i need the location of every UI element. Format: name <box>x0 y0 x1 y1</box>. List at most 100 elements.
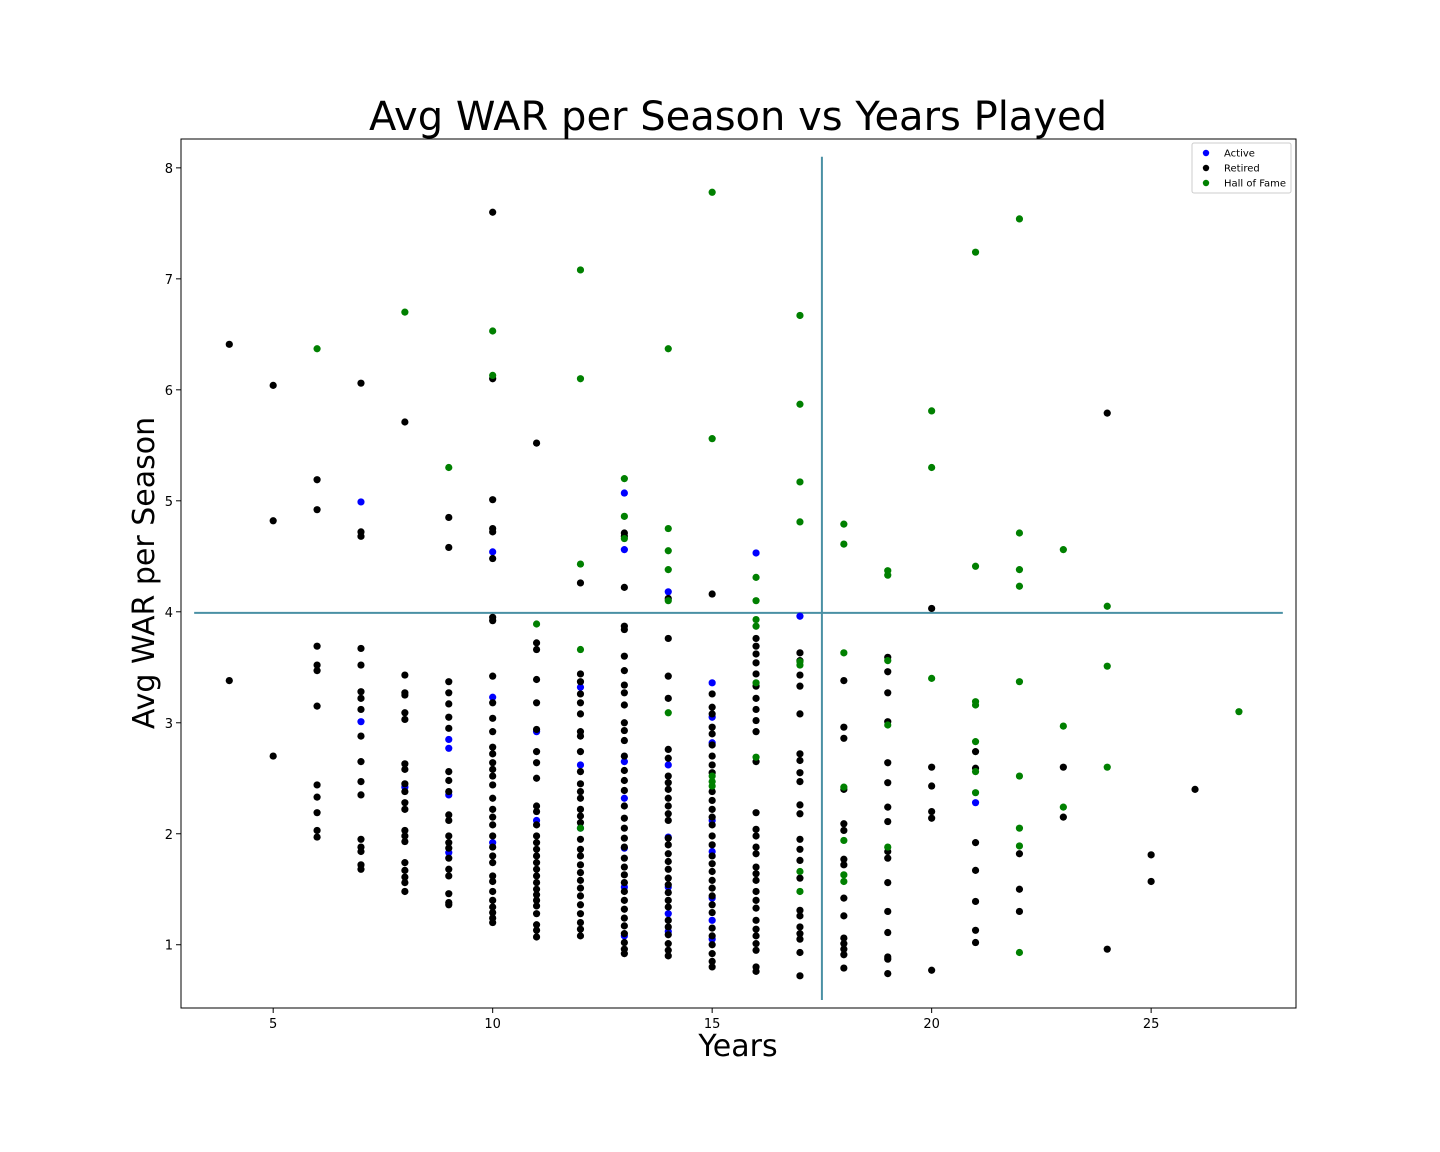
data-point <box>621 795 628 802</box>
data-point <box>752 706 759 713</box>
data-point <box>621 888 628 895</box>
data-point <box>445 464 452 471</box>
data-point <box>665 779 672 786</box>
data-point <box>665 810 672 817</box>
data-point <box>928 967 935 974</box>
data-point <box>665 817 672 824</box>
data-point <box>489 528 496 535</box>
data-point <box>621 897 628 904</box>
data-point <box>665 566 672 573</box>
data-point <box>445 768 452 775</box>
y-tick-label: 4 <box>165 606 173 621</box>
legend-marker <box>1203 165 1209 171</box>
data-point <box>313 827 320 834</box>
data-point <box>445 866 452 873</box>
data-point <box>840 724 847 731</box>
data-point <box>357 645 364 652</box>
data-point <box>752 932 759 939</box>
data-point <box>665 345 672 352</box>
data-point <box>752 670 759 677</box>
y-tick-label: 1 <box>165 939 173 954</box>
data-point <box>752 650 759 657</box>
data-point <box>709 730 716 737</box>
data-point <box>621 584 628 591</box>
data-point <box>621 939 628 946</box>
data-point <box>1235 708 1242 715</box>
data-point <box>1016 583 1023 590</box>
data-point <box>533 902 540 909</box>
data-point <box>445 745 452 752</box>
data-point <box>533 808 540 815</box>
data-point <box>665 875 672 882</box>
data-point <box>840 861 847 868</box>
y-tick-label: 3 <box>165 717 173 732</box>
data-point <box>840 820 847 827</box>
data-point <box>577 579 584 586</box>
data-point <box>665 746 672 753</box>
data-point <box>796 312 803 319</box>
data-point <box>796 868 803 875</box>
data-point <box>752 917 759 924</box>
data-point <box>577 646 584 653</box>
data-point <box>709 782 716 789</box>
data-point <box>577 761 584 768</box>
y-tick-label: 2 <box>165 828 173 843</box>
y-tick-label: 5 <box>165 495 173 510</box>
data-point <box>357 758 364 765</box>
data-point <box>884 668 891 675</box>
data-point <box>840 521 847 528</box>
data-point <box>928 782 935 789</box>
data-point <box>972 768 979 775</box>
data-point <box>489 327 496 334</box>
data-point <box>313 833 320 840</box>
data-point <box>709 435 716 442</box>
data-point <box>709 841 716 848</box>
data-point <box>577 795 584 802</box>
data-point <box>709 814 716 821</box>
data-point <box>752 728 759 735</box>
data-point <box>752 905 759 912</box>
data-point <box>621 546 628 553</box>
data-point <box>621 535 628 542</box>
data-point <box>796 846 803 853</box>
data-point <box>1060 546 1067 553</box>
data-point <box>1191 786 1198 793</box>
data-point <box>577 732 584 739</box>
x-axis-label: Years <box>697 1029 777 1064</box>
data-point <box>972 898 979 905</box>
data-point <box>489 878 496 885</box>
legend-marker <box>1203 180 1209 186</box>
data-point <box>621 681 628 688</box>
data-point <box>665 525 672 532</box>
data-point <box>709 868 716 875</box>
data-point <box>533 699 540 706</box>
legend-marker <box>1203 150 1209 156</box>
data-point <box>665 755 672 762</box>
data-point <box>489 897 496 904</box>
data-point <box>313 809 320 816</box>
data-point <box>1060 804 1067 811</box>
chart-title: Avg WAR per Season vs Years Played <box>369 94 1107 140</box>
data-point <box>270 382 277 389</box>
data-point <box>313 476 320 483</box>
data-point <box>1104 603 1111 610</box>
data-point <box>709 924 716 931</box>
data-point <box>840 735 847 742</box>
data-point <box>884 721 891 728</box>
data-point <box>709 690 716 697</box>
data-point <box>796 661 803 668</box>
data-point <box>840 878 847 885</box>
data-point <box>752 623 759 630</box>
data-point <box>972 748 979 755</box>
data-point <box>796 757 803 764</box>
data-point <box>621 737 628 744</box>
data-point <box>709 821 716 828</box>
data-point <box>840 895 847 902</box>
data-point <box>840 964 847 971</box>
data-point <box>445 777 452 784</box>
data-point <box>489 772 496 779</box>
data-point <box>665 835 672 842</box>
data-point <box>796 875 803 882</box>
data-point <box>665 588 672 595</box>
data-point <box>972 867 979 874</box>
